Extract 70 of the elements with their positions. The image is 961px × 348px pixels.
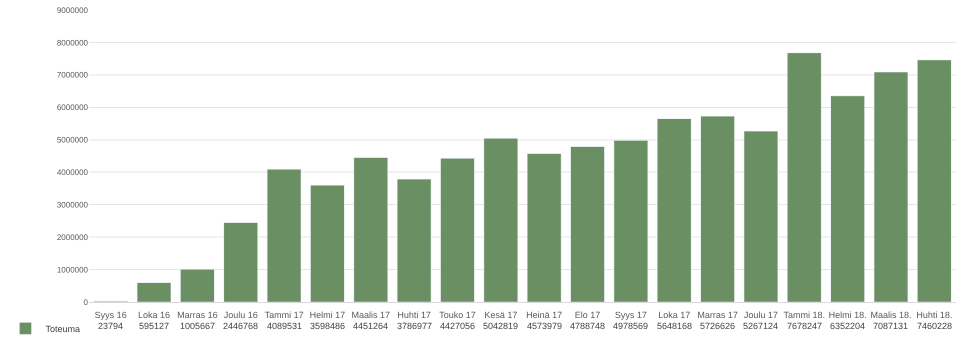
bar (136, 282, 172, 302)
bar (527, 153, 562, 302)
x-tick-label: Touko 17 (439, 310, 476, 320)
data-label: 595127 (139, 321, 170, 331)
data-label: 7678247 (787, 321, 822, 331)
data-label: 4978569 (613, 321, 648, 331)
data-label: 7087131 (873, 321, 908, 331)
data-label: 1005667 (180, 321, 216, 331)
bar (700, 116, 735, 302)
x-tick-label: Elo 17 (574, 310, 600, 320)
x-tick-label: Kesä 17 (484, 310, 518, 320)
bar (830, 96, 865, 302)
data-label: 4089531 (267, 321, 302, 331)
x-tick-label: Heinä 17 (526, 310, 562, 320)
bar (224, 222, 258, 302)
y-tick-label: 5000000 (56, 136, 89, 145)
bar (874, 72, 908, 302)
bar (266, 169, 302, 302)
data-label: 4427056 (440, 321, 476, 331)
data-label: 5042819 (483, 321, 518, 331)
bar (657, 118, 692, 302)
x-tick-label: Syys 16 (94, 310, 127, 320)
y-tick-label: 2000000 (56, 232, 89, 242)
x-tick-label: Helmi 18. (828, 310, 867, 320)
data-label: 4573979 (527, 321, 562, 331)
y-tick-label: 6000000 (56, 103, 89, 112)
y-tick-label: 9000000 (56, 6, 89, 15)
bar (484, 138, 518, 302)
x-tick-label: Huhti 18. (916, 310, 952, 320)
bar (570, 146, 605, 302)
data-label: 3598486 (310, 321, 346, 331)
y-tick-label: 3000000 (56, 200, 89, 210)
y-tick-label: 1000000 (56, 265, 89, 274)
bar (440, 158, 475, 302)
y-tick-label: 4000000 (56, 168, 89, 178)
x-tick-label: Maalis 17 (352, 310, 390, 320)
data-label: 6352204 (830, 321, 866, 331)
bar (614, 140, 648, 302)
x-tick-label: Loka 17 (658, 310, 690, 320)
bar (917, 60, 952, 302)
bar (396, 178, 432, 302)
data-label: 23794 (98, 321, 124, 331)
y-tick-label: 8000000 (56, 38, 89, 48)
legend-label: Toteuma (45, 324, 80, 334)
bar (744, 130, 778, 302)
bar (354, 157, 388, 302)
y-tick-label: 0 (84, 298, 89, 307)
x-tick-label: Joulu 17 (744, 310, 778, 320)
x-tick-label: Tammi 17 (264, 310, 304, 320)
bar (180, 269, 215, 302)
data-label: 5267124 (743, 321, 778, 331)
x-tick-label: Loka 16 (138, 310, 170, 320)
x-tick-label: Tammi 18. (784, 310, 826, 320)
bar (310, 185, 345, 302)
data-label: 2446768 (223, 321, 258, 331)
x-tick-label: Maalis 18. (870, 310, 912, 320)
x-tick-label: Huhti 17 (397, 310, 431, 320)
x-tick-label: Marras 16 (177, 310, 218, 320)
x-tick-label: Joulu 16 (224, 310, 258, 320)
x-tick-label: Syys 17 (614, 310, 647, 320)
x-tick-label: Helmi 17 (310, 310, 346, 320)
bar (787, 52, 822, 302)
data-label: 7460228 (917, 321, 952, 331)
y-tick-label: 7000000 (56, 70, 89, 80)
data-label: 4451264 (353, 321, 388, 331)
data-label: 5648168 (657, 321, 692, 331)
x-tick-label: Marras 17 (697, 310, 738, 320)
data-label: 4788748 (570, 321, 606, 331)
data-label: 3786977 (397, 321, 432, 331)
data-label: 5726626 (700, 321, 736, 331)
